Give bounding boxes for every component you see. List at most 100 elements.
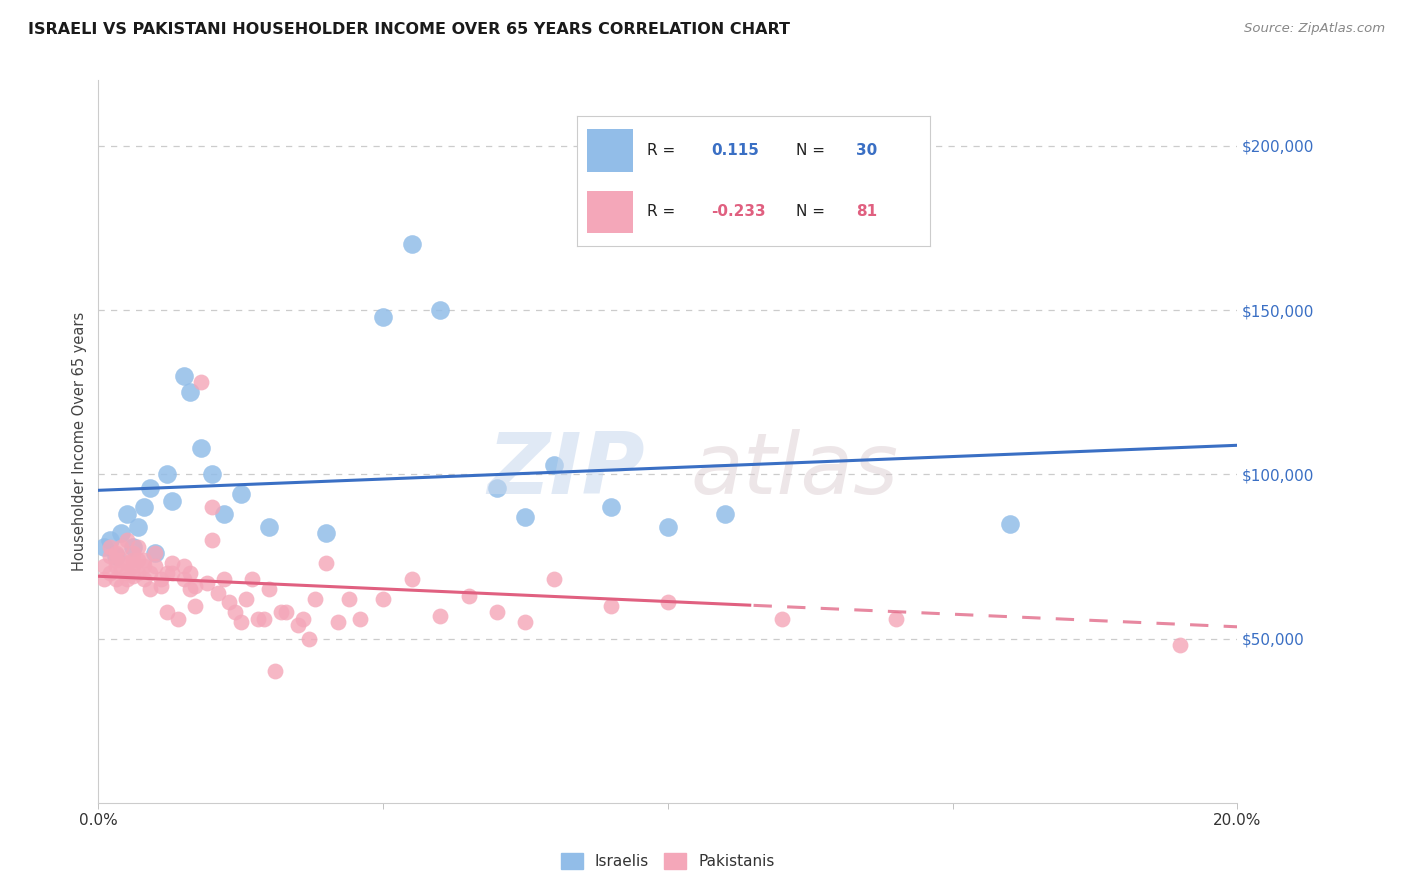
Point: [235, 592, 257, 607]
Point: [138, 582, 160, 597]
Point: [98, 540, 121, 554]
Point: [179, 385, 201, 400]
Point: [110, 579, 132, 593]
Point: [110, 553, 132, 567]
Point: [156, 566, 179, 580]
Point: [132, 553, 155, 567]
Point: [93, 573, 115, 587]
Point: [121, 553, 143, 567]
Point: [162, 566, 184, 580]
Point: [98, 533, 121, 547]
Point: [515, 510, 537, 524]
Point: [714, 507, 737, 521]
Point: [93, 540, 115, 554]
Point: [315, 556, 337, 570]
Point: [156, 467, 179, 482]
Point: [218, 595, 240, 609]
Point: [429, 608, 451, 623]
Point: [184, 599, 207, 613]
Point: [132, 500, 155, 515]
Point: [212, 573, 235, 587]
Point: [212, 507, 235, 521]
Point: [401, 573, 423, 587]
Point: [127, 553, 149, 567]
Point: [292, 612, 315, 626]
Point: [173, 573, 195, 587]
Point: [104, 546, 127, 560]
Point: [145, 559, 167, 574]
Point: [998, 516, 1021, 531]
Point: [115, 507, 138, 521]
Point: [115, 566, 138, 580]
Point: [121, 540, 143, 554]
Point: [121, 559, 143, 574]
Point: [1170, 638, 1192, 652]
Point: [252, 612, 274, 626]
Text: ZIP: ZIP: [488, 429, 645, 512]
Point: [104, 549, 127, 564]
Point: [770, 612, 793, 626]
Point: [657, 520, 679, 534]
Point: [276, 605, 298, 619]
Point: [190, 376, 212, 390]
Point: [110, 563, 132, 577]
Point: [304, 592, 326, 607]
Point: [600, 500, 623, 515]
Point: [110, 526, 132, 541]
Text: ISRAELI VS PAKISTANI HOUSEHOLDER INCOME OVER 65 YEARS CORRELATION CHART: ISRAELI VS PAKISTANI HOUSEHOLDER INCOME …: [28, 22, 790, 37]
Point: [543, 573, 565, 587]
Point: [543, 458, 565, 472]
Point: [132, 559, 155, 574]
Point: [179, 566, 201, 580]
Point: [179, 582, 201, 597]
Point: [121, 546, 143, 560]
Point: [184, 579, 207, 593]
Point: [167, 612, 190, 626]
Point: [401, 237, 423, 252]
Point: [138, 566, 160, 580]
Point: [115, 533, 138, 547]
Point: [326, 615, 349, 630]
Point: [457, 589, 479, 603]
Point: [349, 612, 371, 626]
Point: [173, 559, 195, 574]
Point: [110, 540, 132, 554]
Point: [173, 368, 195, 383]
Point: [287, 618, 309, 632]
Point: [259, 520, 281, 534]
Point: [121, 569, 143, 583]
Text: Source: ZipAtlas.com: Source: ZipAtlas.com: [1244, 22, 1385, 36]
Point: [240, 573, 263, 587]
Point: [224, 605, 246, 619]
Point: [337, 592, 360, 607]
Point: [138, 481, 160, 495]
Point: [150, 573, 173, 587]
Point: [190, 441, 212, 455]
Point: [115, 573, 138, 587]
Point: [207, 585, 229, 599]
Point: [259, 582, 281, 597]
Point: [98, 566, 121, 580]
Point: [298, 632, 321, 646]
Point: [373, 310, 395, 324]
Point: [201, 500, 224, 515]
Point: [127, 566, 149, 580]
Point: [315, 526, 337, 541]
Point: [162, 493, 184, 508]
Point: [156, 605, 179, 619]
Point: [104, 553, 127, 567]
Point: [270, 605, 292, 619]
Point: [201, 533, 224, 547]
Point: [162, 556, 184, 570]
Point: [93, 559, 115, 574]
Point: [229, 487, 252, 501]
Point: [201, 467, 224, 482]
Point: [486, 481, 509, 495]
Point: [229, 615, 252, 630]
Text: atlas: atlas: [690, 429, 898, 512]
Point: [104, 573, 127, 587]
Point: [429, 303, 451, 318]
Point: [600, 599, 623, 613]
Point: [145, 546, 167, 560]
Y-axis label: Householder Income Over 65 years: Householder Income Over 65 years: [72, 312, 87, 571]
